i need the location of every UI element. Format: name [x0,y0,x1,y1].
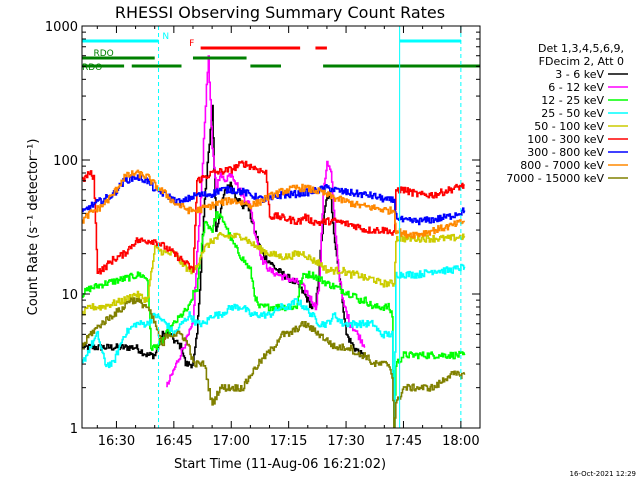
series-line-1 [82,104,366,369]
legend: Det 1,3,4,5,6,9,FDecim 2, Att 03 - 6 keV… [506,42,628,185]
y-tick-label-2: 10 [61,288,78,303]
series-line-4 [82,263,466,427]
x-tick-label-3: 17:00 [213,434,250,449]
state-bar-label-1: N [162,32,169,42]
state-bar-label-2: F [189,39,194,49]
legend-label-5: 50 - 100 keV [534,120,604,133]
legend-header-2: FDecim 2, Att 0 [539,55,624,68]
series-line-6 [82,160,465,275]
legend-label-1: 3 - 6 keV [555,68,604,81]
legend-label-2: 6 - 12 keV [548,81,604,94]
legend-label-9: 7000 - 15000 keV [506,172,604,185]
y-axis-label: Count Rate (s⁻¹ detector⁻¹) [26,139,41,316]
x-tick-label-7: 18:00 [442,434,479,449]
series-line-2 [166,55,366,388]
x-tick-label-4: 17:15 [270,434,307,449]
axes-layer: 16:30 16:45 17:00 17:15 17:30 17:45 18:00 1 10 10… [45,20,481,449]
y-tick-label-3: 100 [53,154,78,169]
x-tick-label-1: 16:30 [98,434,135,449]
timestamp: 16-Oct-2021 12:29 [570,470,636,478]
x-tick-label-5: 17:30 [327,434,364,449]
legend-label-6: 100 - 300 keV [527,133,604,146]
series-line-8 [82,169,466,239]
state-bar-label-4: RDO [82,63,102,73]
x-axis-label: Start Time (11-Aug-06 16:21:02) [174,457,386,472]
y-tick-label-4: 1000 [45,20,78,35]
state-bar-label-3: RDO [93,49,113,59]
legend-label-3: 12 - 25 keV [541,94,604,107]
legend-label-7: 300 - 800 keV [527,146,604,159]
legend-header-1: Det 1,3,4,5,6,9, [538,42,624,55]
plot-frame [81,25,481,429]
y-tick-label-1: 1 [70,422,78,437]
legend-label-8: 800 - 7000 keV [520,159,604,172]
state-bars-layer: N F RDO RDO [82,26,480,428]
x-tick-label-2: 16:45 [155,434,192,449]
series-layer [82,55,466,428]
x-tick-label-6: 17:45 [385,434,422,449]
series-line-9 [82,297,466,428]
legend-label-4: 25 - 50 keV [541,107,604,120]
chart-title: RHESSI Observing Summary Count Rates [115,3,445,22]
